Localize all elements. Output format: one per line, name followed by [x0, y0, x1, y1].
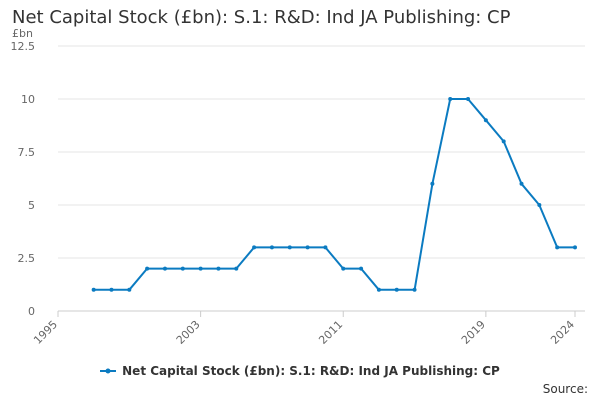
y-tick-label: 0 [28, 305, 35, 318]
y-tick-label: 2.5 [18, 252, 36, 265]
data-point [216, 266, 221, 271]
data-point [234, 266, 239, 271]
legend-item[interactable]: Net Capital Stock (£bn): S.1: R&D: Ind J… [100, 364, 500, 378]
data-point [501, 139, 506, 144]
y-tick-label: 5 [28, 199, 35, 212]
data-point [109, 287, 114, 292]
data-point [394, 287, 399, 292]
data-point [359, 266, 364, 271]
data-point [91, 287, 96, 292]
y-tick-label: 10 [21, 93, 35, 106]
data-point [180, 266, 185, 271]
legend-label: Net Capital Stock (£bn): S.1: R&D: Ind J… [122, 364, 500, 378]
data-point [127, 287, 132, 292]
data-point [341, 266, 346, 271]
data-point [430, 181, 435, 186]
data-point [252, 245, 257, 250]
y-tick-label: 7.5 [18, 146, 36, 159]
legend-line-marker-icon [100, 368, 117, 374]
data-point [412, 287, 417, 292]
x-tick-label: 1995 [31, 318, 60, 347]
data-point [323, 245, 328, 250]
data-point [198, 266, 203, 271]
data-point [162, 266, 167, 271]
data-point [145, 266, 150, 271]
x-tick-label: 2003 [174, 318, 203, 347]
data-point [448, 97, 453, 101]
data-point [483, 118, 488, 123]
x-tick-label: 2019 [459, 318, 488, 347]
data-point [466, 97, 471, 101]
x-tick-label: 2011 [316, 318, 345, 347]
data-point [376, 287, 381, 292]
data-point [555, 245, 560, 250]
chart-title: Net Capital Stock (£bn): S.1: R&D: Ind J… [12, 7, 511, 28]
data-point [287, 245, 292, 250]
y-tick-label: 12.5 [11, 40, 36, 53]
series-line [93, 98, 575, 291]
x-tick-label: 2024 [548, 318, 577, 347]
data-point [305, 245, 310, 250]
data-point [269, 245, 274, 250]
y-axis-unit-label: £bn [12, 27, 33, 40]
legend[interactable]: Net Capital Stock (£bn): S.1: R&D: Ind J… [0, 364, 600, 379]
source-label[interactable]: Source: [542, 382, 588, 396]
data-point [537, 203, 542, 207]
data-point [519, 181, 524, 186]
data-point [573, 245, 577, 250]
